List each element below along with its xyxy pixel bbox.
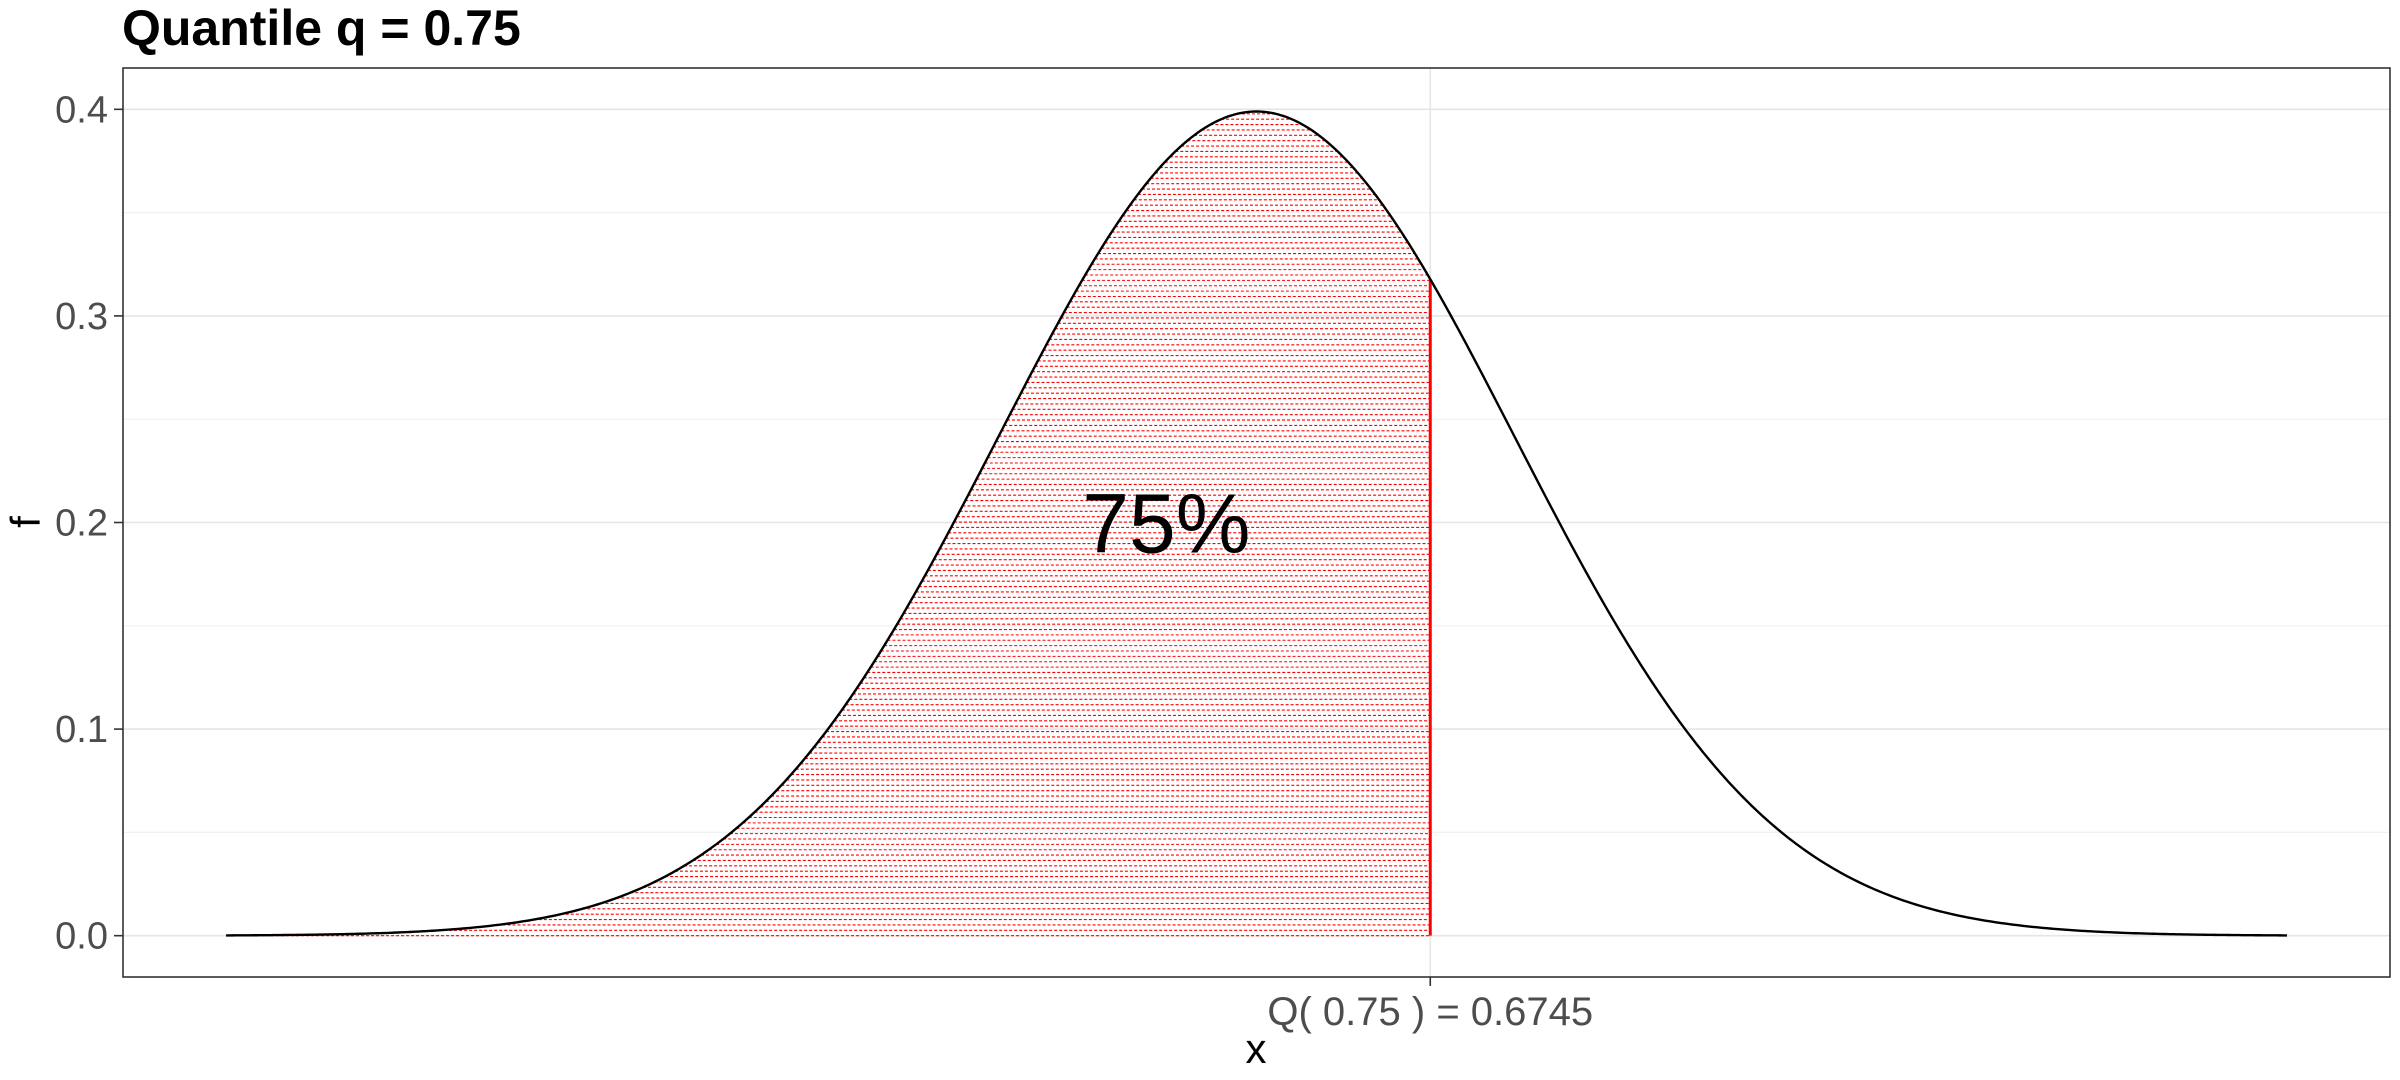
shaded-area-hatching xyxy=(226,113,1431,937)
y-tick-label: 0.4 xyxy=(55,89,108,131)
x-axis-title: x xyxy=(1246,1025,1267,1072)
y-tick-label: 0.3 xyxy=(55,296,108,338)
x-axis-ticks: Q( 0.75 ) = 0.6745 xyxy=(1267,977,1593,1034)
y-axis-ticks: 0.0 0.1 0.2 0.3 0.4 xyxy=(55,89,123,958)
chart-title: Quantile q = 0.75 xyxy=(122,0,521,56)
x-tick-label: Q( 0.75 ) = 0.6745 xyxy=(1267,990,1593,1034)
shaded-percentage-label: 75% xyxy=(1082,477,1250,571)
density-curve xyxy=(226,110,2287,937)
y-tick-label: 0.0 xyxy=(55,916,108,958)
minor-gridlines xyxy=(123,212,2390,833)
y-axis-title: f xyxy=(2,516,49,528)
y-tick-label: 0.2 xyxy=(55,503,108,545)
y-tick-label: 0.1 xyxy=(55,709,108,751)
